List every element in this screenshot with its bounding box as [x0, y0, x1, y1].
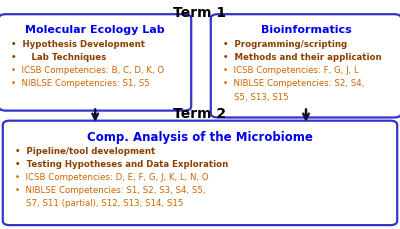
- Text: •  Programming/scripting: • Programming/scripting: [223, 40, 347, 49]
- Text: Term 1: Term 1: [174, 6, 226, 20]
- Text: •  Methods and their application: • Methods and their application: [223, 53, 382, 62]
- Text: •  NIBLSE Competencies: S2, S4,: • NIBLSE Competencies: S2, S4,: [223, 79, 364, 88]
- Text: •  ICSB Competencies: B, C, D, K, O: • ICSB Competencies: B, C, D, K, O: [11, 66, 164, 75]
- Text: •  Testing Hypotheses and Data Exploration: • Testing Hypotheses and Data Exploratio…: [15, 160, 228, 169]
- Text: Term 2: Term 2: [174, 107, 226, 122]
- Text: •  NIBLSE Competencies: S1, S2, S3, S4, S5,: • NIBLSE Competencies: S1, S2, S3, S4, S…: [15, 186, 205, 195]
- Text: •  NIBLSE Competencies: S1, S5: • NIBLSE Competencies: S1, S5: [11, 79, 150, 88]
- FancyBboxPatch shape: [211, 14, 400, 117]
- Text: •     Lab Techniques: • Lab Techniques: [11, 53, 106, 62]
- FancyBboxPatch shape: [3, 121, 397, 225]
- Text: Bioinformatics: Bioinformatics: [261, 25, 351, 35]
- Text: •  ICSB Competencies: F, G, J, L: • ICSB Competencies: F, G, J, L: [223, 66, 358, 75]
- Text: •  Pipeline/tool development: • Pipeline/tool development: [15, 147, 155, 156]
- Text: •  ICSB Competencies: D, E, F, G, J, K, L, N, O: • ICSB Competencies: D, E, F, G, J, K, L…: [15, 173, 208, 182]
- Text: S5, S13, S15: S5, S13, S15: [223, 93, 288, 101]
- Text: Molecular Ecology Lab: Molecular Ecology Lab: [25, 25, 165, 35]
- Text: •  Hypothesis Development: • Hypothesis Development: [11, 40, 145, 49]
- Text: S7, S11 (partial), S12, S13, S14, S15: S7, S11 (partial), S12, S13, S14, S15: [15, 199, 183, 208]
- FancyBboxPatch shape: [0, 14, 191, 111]
- Text: Comp. Analysis of the Microbiome: Comp. Analysis of the Microbiome: [87, 131, 313, 144]
